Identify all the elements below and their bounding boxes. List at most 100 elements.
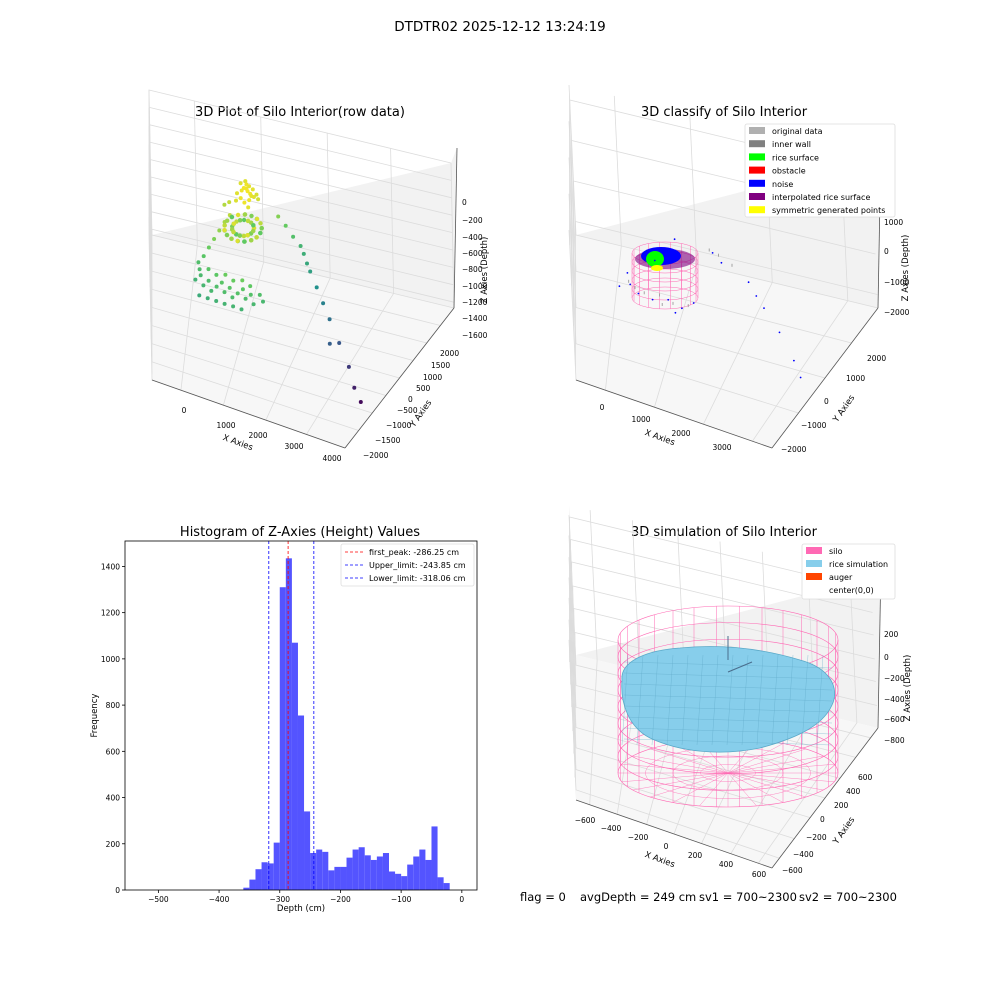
raw-point: [337, 341, 342, 345]
cls-legend-label: noise: [772, 180, 793, 189]
cls-noise-point: [763, 307, 765, 309]
raw-point: [243, 296, 248, 301]
cls-x-tick-label: 0: [600, 403, 605, 412]
raw-point: [219, 280, 224, 285]
raw-surface-point: [237, 233, 242, 238]
cls-x-axis-line: [575, 379, 773, 449]
hist-bar: [401, 876, 408, 890]
raw-z-tick-label: −200: [462, 216, 483, 225]
hist-bar: [322, 851, 329, 890]
cls-z-tick-label: 0: [884, 247, 889, 256]
raw-surface-point: [241, 217, 247, 223]
sim-surface-mesh: [756, 654, 764, 746]
cls-noise-point: [667, 298, 670, 301]
hist-y-tick-label: 600: [106, 747, 121, 756]
cls-noise-point: [674, 311, 677, 314]
raw-gridline-z: [151, 228, 454, 375]
raw-surface-point: [251, 223, 256, 228]
sim-z-axis-label: Z Axies (Depth): [903, 655, 913, 722]
raw-surface-point: [222, 223, 227, 228]
raw-point: [276, 214, 281, 219]
raw-surface-point: [259, 226, 264, 231]
hist-legend-label: Upper_limit: -243.85 cm: [369, 561, 466, 570]
hist-bar: [334, 866, 341, 890]
hist-bar: [370, 859, 377, 890]
raw-point: [212, 237, 217, 241]
hist-legend-box: [340, 543, 475, 587]
raw-y-tick-label: 0: [408, 395, 413, 404]
sim-legend: silo rice simulation auger center(0,0): [801, 543, 896, 600]
hist-bar: [279, 587, 286, 890]
sim-y-tick-label: −600: [782, 866, 803, 875]
raw-point: [358, 400, 363, 404]
raw-point: [193, 277, 198, 282]
raw-point: [321, 301, 326, 306]
sim-z-tick-label: −400: [884, 695, 905, 704]
raw-point: [251, 302, 256, 307]
raw-point: [201, 283, 206, 288]
cls-noise-point: [653, 259, 656, 262]
hist-bar: [285, 558, 292, 890]
cls-noise-point: [626, 272, 629, 274]
cls-noise-point: [711, 252, 714, 254]
raw-z-tick-label: −1200: [462, 298, 488, 307]
sim-gridline-z: [569, 516, 872, 662]
raw-surface-point: [224, 232, 230, 238]
raw-point: [205, 296, 210, 301]
hist-bar: [358, 847, 365, 890]
raw-point: [235, 291, 240, 296]
hist-bar: [364, 855, 371, 890]
raw-point: [327, 341, 332, 346]
raw-z-tick-label: −600: [462, 249, 483, 258]
hist-x-tick-label: −200: [330, 895, 351, 904]
sim-gridline-z: [570, 538, 873, 685]
cls-legend-box: [744, 123, 896, 218]
raw-surface-point: [254, 235, 259, 240]
cls-x-tick-label: 2000: [671, 429, 690, 438]
raw-point: [227, 285, 232, 290]
cls-z-tick-label: −1000: [884, 278, 910, 287]
raw-x-axis-line: [151, 379, 346, 449]
cls-noise-point: [637, 292, 640, 295]
sim-surface-mesh: [816, 654, 824, 746]
raw-y-tick-label: −500: [397, 406, 418, 415]
hist-bar: [419, 849, 426, 890]
raw-point: [242, 200, 247, 205]
raw-surface-point: [231, 221, 236, 226]
hist-x-tick-label: −100: [391, 895, 412, 904]
raw-surface-point: [245, 218, 251, 224]
simulation-3d-plot: 3D simulation of Silo Interior −600−400−…: [568, 505, 913, 879]
raw-point: [327, 317, 332, 322]
raw-point: [305, 261, 309, 266]
raw-z-axis-line: [453, 147, 458, 309]
raw-point: [249, 194, 254, 198]
sim-gridline-z: [572, 585, 875, 731]
sim-surface-mesh: [711, 654, 719, 746]
raw-surface-point: [258, 221, 263, 226]
sim-y-tick-label: 200: [834, 801, 849, 810]
sv1-text: sv1 = 700~2300: [699, 890, 797, 904]
cls-noise-point: [681, 307, 683, 310]
cls-z-tick-label: 1000: [884, 218, 903, 227]
cls-legend: original data inner wall rice surface obsta…: [744, 123, 896, 218]
cls-noise-point: [651, 298, 654, 301]
cls-legend-label: obstacle: [772, 167, 806, 176]
raw-point: [243, 179, 248, 184]
cls-original-point: [659, 293, 660, 297]
raw-point: [223, 272, 228, 277]
raw-point: [222, 202, 227, 207]
sim-z-tick-label: −200: [884, 674, 905, 683]
hist-bar: [255, 869, 262, 890]
raw-point: [196, 260, 201, 265]
sim-y-axis-line: [771, 727, 879, 869]
cls-z-axis-label: Z Axies (Depth): [901, 235, 911, 302]
cls-y-tick-label: 0: [824, 397, 829, 406]
raw-point: [250, 187, 255, 192]
sim-surface-mesh: [623, 716, 833, 724]
sim-surface-mesh: [666, 654, 674, 746]
sim-surface-mesh: [741, 654, 749, 746]
cls-gridline-z: [573, 180, 876, 326]
cls-noise-point: [747, 281, 750, 284]
raw-point: [222, 290, 227, 295]
raw-point: [206, 245, 211, 250]
